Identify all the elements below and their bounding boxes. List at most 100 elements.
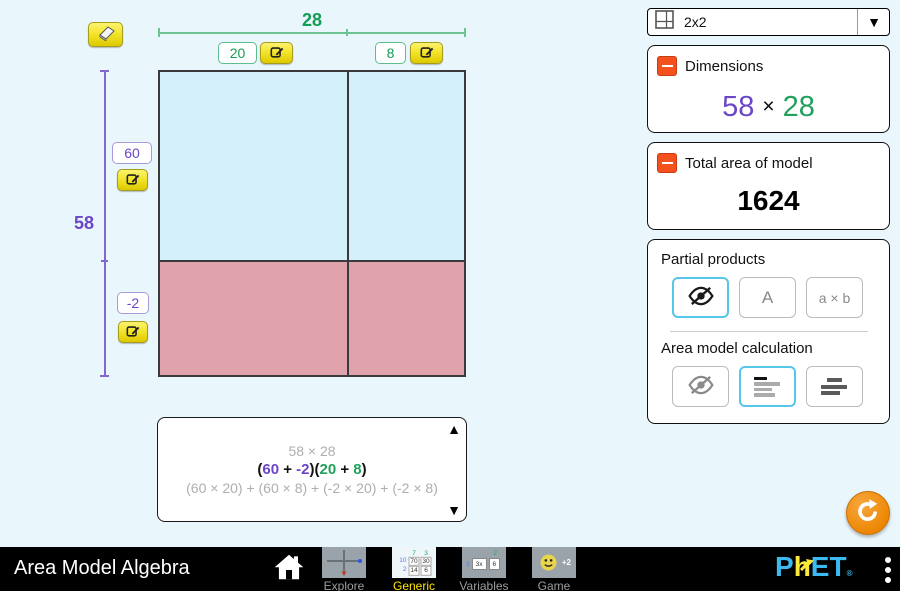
calculation-panel: ▲ 58 × 28 (60 + -2)(20 + 8) (60 × 20) + … bbox=[157, 417, 467, 522]
dimensions-width: 28 bbox=[782, 90, 815, 123]
dropdown-arrow-icon: ▼ bbox=[867, 14, 881, 30]
column1-value-box: 20 bbox=[218, 42, 257, 64]
dimensions-operator: × bbox=[762, 95, 775, 118]
cell-bottom-right bbox=[349, 262, 464, 375]
reset-button[interactable] bbox=[846, 491, 890, 535]
edit-pencil-icon bbox=[126, 324, 140, 341]
logo-letter: ET bbox=[810, 551, 847, 582]
screen-tab-variables[interactable]: 2 3 3x 6 Variables bbox=[459, 547, 509, 591]
eraser-icon bbox=[96, 25, 116, 44]
screen-label: Game bbox=[537, 579, 571, 591]
calculation-line-by-line-button[interactable] bbox=[739, 366, 796, 407]
collapse-total-area-button[interactable] bbox=[657, 153, 677, 173]
column-partition-line bbox=[347, 72, 349, 375]
row1-edit-button[interactable] bbox=[117, 169, 148, 191]
sim-title: Area Model Algebra bbox=[14, 557, 190, 579]
calculation-show-all-button[interactable] bbox=[806, 366, 863, 407]
score-badge: +2 bbox=[561, 558, 571, 567]
phet-logo: PhET® bbox=[775, 553, 852, 581]
dropdown-separator bbox=[857, 9, 858, 35]
game-thumbnail: +2 bbox=[532, 547, 576, 578]
calc-scroll-up-arrow[interactable]: ▲ bbox=[447, 421, 461, 437]
screen-label: Variables bbox=[459, 579, 509, 591]
column2-edit-button[interactable] bbox=[410, 42, 443, 64]
row2-value: -2 bbox=[126, 295, 140, 311]
dimensions-title: Dimensions bbox=[685, 58, 764, 75]
total-area-value: 1624 bbox=[737, 185, 800, 216]
screen-tab-game[interactable]: +2 Game bbox=[532, 547, 576, 591]
kebab-dot bbox=[885, 567, 891, 573]
factors-label: a × b bbox=[818, 289, 851, 306]
dimensions-height: 58 bbox=[722, 90, 755, 123]
calc-seg: ) bbox=[361, 461, 367, 478]
row-partition-line bbox=[160, 260, 464, 262]
area-label: A bbox=[761, 287, 774, 307]
show-all-lines-icon bbox=[821, 378, 848, 395]
height-dimension-line bbox=[100, 70, 109, 377]
row1-value-box: 60 bbox=[112, 142, 152, 164]
calc-seg: 8 bbox=[353, 461, 362, 478]
collapse-dimensions-button[interactable] bbox=[657, 56, 677, 76]
calc-seg: -2 bbox=[296, 461, 310, 478]
eye-slash-icon bbox=[687, 286, 714, 309]
scene-size-dropdown[interactable]: 2x2 ▼ bbox=[647, 8, 890, 36]
partial-products-area-button[interactable]: A bbox=[739, 277, 796, 318]
home-icon bbox=[272, 554, 306, 585]
calc-seg: + bbox=[336, 461, 354, 478]
phet-menu-button[interactable] bbox=[881, 555, 895, 585]
logo-letter: P bbox=[775, 551, 794, 582]
smiley-icon bbox=[540, 554, 557, 576]
mini-header: 2 bbox=[493, 550, 497, 557]
grid-2x2-icon bbox=[655, 10, 674, 34]
calc-line-next: (60 × 20) + (60 × 8) + (-2 × 20) + (-2 ×… bbox=[186, 480, 438, 496]
line-by-line-icon bbox=[754, 376, 781, 397]
total-width-label: 28 bbox=[301, 10, 323, 30]
eraser-button[interactable] bbox=[88, 22, 123, 47]
options-divider bbox=[670, 331, 868, 332]
kebab-dot bbox=[885, 577, 891, 583]
column1-value: 20 bbox=[229, 45, 246, 61]
row1-value: 60 bbox=[124, 145, 140, 161]
column1-edit-button[interactable] bbox=[260, 42, 293, 64]
dropdown-value: 2x2 bbox=[684, 14, 707, 30]
calculation-hide-button[interactable] bbox=[672, 366, 729, 407]
column2-value: 8 bbox=[386, 45, 395, 61]
kebab-dot bbox=[885, 557, 891, 563]
area-model bbox=[158, 70, 466, 377]
screen-tab-explore[interactable]: Explore bbox=[322, 547, 366, 591]
row2-value-box: -2 bbox=[117, 292, 149, 314]
home-button[interactable] bbox=[270, 551, 308, 585]
partial-products-buttons: A a × b bbox=[672, 277, 863, 318]
mini-variables-row: 3 3x 6 bbox=[466, 558, 501, 570]
width-dimension-line bbox=[158, 28, 466, 37]
calc-seg: 20 bbox=[319, 461, 337, 478]
dimensions-value: 58 × 28 bbox=[648, 86, 889, 128]
navigation-bar: Area Model Algebra Explore bbox=[0, 547, 900, 591]
partial-products-hide-button[interactable] bbox=[672, 277, 729, 318]
calc-scroll-down-arrow[interactable]: ▼ bbox=[447, 502, 461, 518]
row2-edit-button[interactable] bbox=[118, 321, 148, 343]
cell-top-right bbox=[349, 72, 464, 260]
column2-value-box: 8 bbox=[375, 42, 406, 64]
calc-line-active: (60 + -2)(20 + 8) bbox=[257, 461, 366, 478]
explore-thumbnail bbox=[322, 547, 366, 578]
total-area-panel: Total area of model 1624 bbox=[647, 142, 890, 230]
refresh-icon bbox=[855, 498, 881, 528]
edit-pencil-icon bbox=[126, 172, 140, 189]
calc-seg: + bbox=[279, 461, 297, 478]
area-model-calculation-title: Area model calculation bbox=[661, 340, 813, 357]
screen-label: Generic bbox=[392, 579, 436, 591]
partial-products-title: Partial products bbox=[661, 251, 766, 268]
variables-thumbnail: 2 3 3x 6 bbox=[462, 547, 506, 578]
calc-seg: 60 bbox=[262, 461, 280, 478]
registered-mark: ® bbox=[846, 569, 853, 578]
calc-line-previous: 58 × 28 bbox=[288, 443, 336, 459]
calculation-lines: 58 × 28 (60 + -2)(20 + 8) (60 × 20) + (6… bbox=[158, 418, 466, 521]
minus-icon bbox=[661, 161, 673, 165]
partial-products-factors-button[interactable]: a × b bbox=[806, 277, 863, 318]
phet-arrow-icon bbox=[798, 548, 814, 576]
